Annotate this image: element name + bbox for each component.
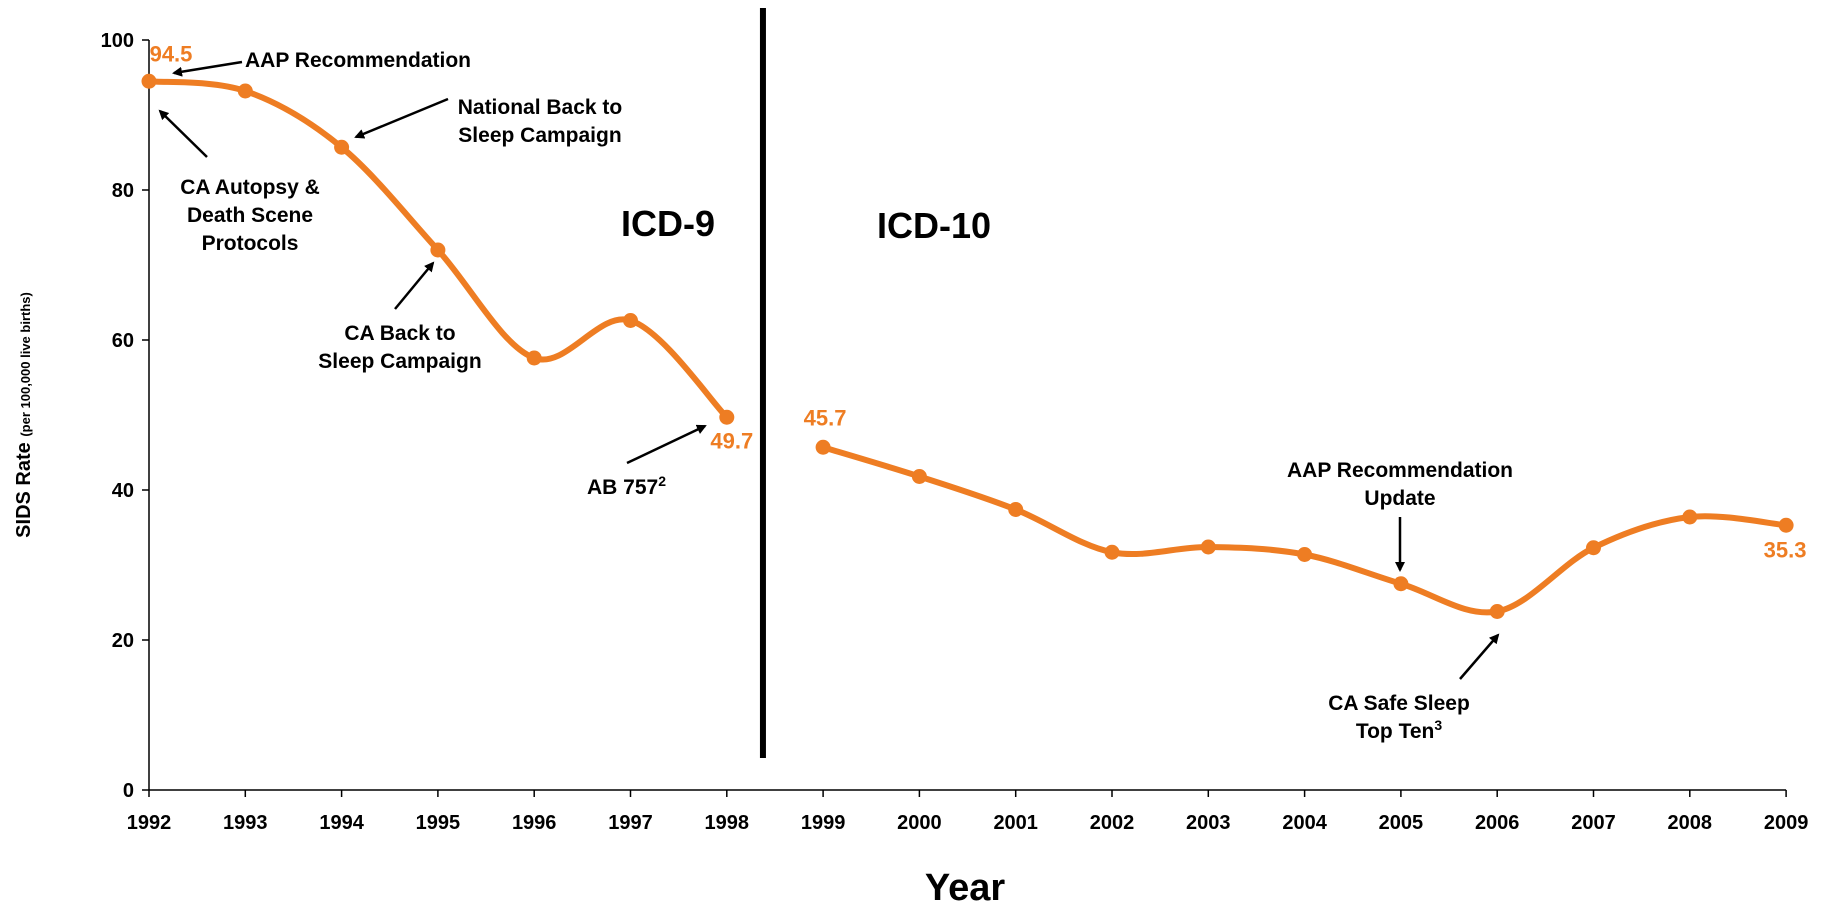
x-tick-label: 1993: [223, 812, 268, 834]
data-point-2001: [1008, 502, 1024, 517]
data-point-2003: [1200, 539, 1216, 555]
annotation-superscript: 2: [658, 473, 666, 489]
annotation-arrow: [158, 109, 208, 158]
annotation-text: CA Autopsy & Death Scene Protocols: [180, 176, 320, 255]
x-tick-label: 2008: [1668, 812, 1713, 834]
annotation-2: National Back to Sleep Campaign: [354, 96, 623, 147]
data-label-1999: 45.7: [804, 405, 847, 430]
data-point-1993: [237, 83, 253, 99]
annotation-line: CA Autopsy &: [180, 176, 320, 199]
annotation-line: CA Safe Sleep: [1328, 692, 1470, 715]
x-tick-label: 1992: [127, 812, 172, 834]
y-tick-label: 60: [112, 330, 134, 352]
annotation-5: AB 7572: [587, 424, 707, 499]
data-point-2002: [1104, 544, 1120, 560]
data-point-2008: [1682, 509, 1698, 525]
annotation-6: AAP Recommendation Update: [1287, 459, 1513, 572]
data-point-1992: [141, 73, 157, 89]
annotation-line: AAP Recommendation: [1287, 459, 1513, 482]
y-axis-title: SIDS Rate (per 100,000 live births): [13, 292, 35, 538]
x-tick-label: 2003: [1186, 812, 1231, 834]
annotation-line: Death Scene: [187, 204, 313, 227]
annotation-line: Sleep Campaign: [318, 350, 481, 373]
data-point-2006: [1489, 604, 1505, 619]
annotation-text: National Back to Sleep Campaign: [458, 96, 623, 147]
data-label-2009: 35.3: [1764, 537, 1807, 562]
x-tick-label: 1998: [705, 812, 750, 834]
annotation-line: AB 757: [587, 476, 658, 499]
data-point-1994: [334, 139, 350, 155]
data-point-1998: [719, 409, 735, 425]
x-tick-label: 2001: [993, 812, 1038, 834]
data-point-1999: [815, 439, 831, 455]
x-tick-label: 1999: [801, 812, 846, 834]
annotation-line: Top Ten: [1356, 720, 1435, 743]
data-point-2000: [911, 469, 927, 484]
annotation-1: AAP Recommendation: [172, 49, 471, 77]
annotation-7: CA Safe Sleep Top Ten3: [1328, 633, 1500, 743]
annotation-text: CA Safe Sleep Top Ten3: [1328, 692, 1470, 743]
y-tick-label: 100: [101, 30, 134, 52]
annotation-line: Update: [1364, 487, 1435, 510]
annotation-text: CA Back to Sleep Campaign: [318, 322, 481, 373]
y-tick-label: 20: [112, 630, 134, 652]
y-axis-title-main: SIDS Rate: [13, 437, 35, 538]
x-tick-label: 2002: [1090, 812, 1135, 834]
annotation-line: CA Back to: [344, 322, 455, 345]
data-point-2005: [1393, 576, 1409, 592]
y-tick-label: 80: [112, 180, 134, 202]
y-axis-title-units: (per 100,000 live births): [18, 292, 33, 437]
x-tick-label: 1995: [416, 812, 461, 834]
annotation-arrow: [1459, 633, 1500, 680]
annotation-arrow: [626, 424, 707, 465]
y-tick-label: 40: [112, 480, 134, 502]
annotation-line: AAP Recommendation: [245, 49, 471, 72]
x-tick-label: 2006: [1475, 812, 1520, 834]
annotation-3: CA Autopsy & Death Scene Protocols: [158, 109, 320, 255]
x-tick-label: 2004: [1282, 812, 1327, 834]
data-point-2007: [1586, 540, 1601, 556]
data-point-1997: [623, 313, 638, 328]
y-tick-label: 0: [123, 780, 134, 802]
x-axis-title: Year: [925, 867, 1006, 909]
annotation-text: AAP Recommendation: [245, 49, 471, 72]
data-label-1998: 49.7: [710, 428, 753, 453]
annotation-text: AB 7572: [587, 473, 666, 499]
annotation-4: CA Back to Sleep Campaign: [318, 261, 482, 373]
annotation-text: AAP Recommendation Update: [1287, 459, 1513, 510]
data-label-1992: 94.5: [150, 41, 193, 66]
annotation-arrow: [172, 60, 243, 77]
annotation-line: Sleep Campaign: [458, 124, 621, 147]
x-tick-label: 1994: [319, 812, 364, 834]
data-point-2009: [1778, 517, 1794, 533]
era-label-icd10: ICD-10: [877, 205, 991, 246]
x-tick-label: 2007: [1571, 812, 1616, 834]
annotation-arrow: [354, 97, 449, 139]
data-point-2004: [1297, 547, 1313, 562]
x-tick-label: 2000: [897, 812, 942, 834]
era-label-icd9: ICD-9: [621, 203, 715, 244]
annotation-superscript: 3: [1434, 717, 1442, 733]
annotation-arrow: [394, 261, 435, 310]
x-tick-label: 2009: [1764, 812, 1809, 834]
data-point-1996: [526, 350, 542, 366]
x-tick-label: 1997: [608, 812, 653, 834]
annotation-line: National Back to: [458, 96, 623, 119]
x-tick-label: 2005: [1379, 812, 1424, 834]
annotation-line: Protocols: [202, 232, 299, 255]
x-tick-label: 1996: [512, 812, 557, 834]
data-point-1995: [430, 242, 446, 258]
